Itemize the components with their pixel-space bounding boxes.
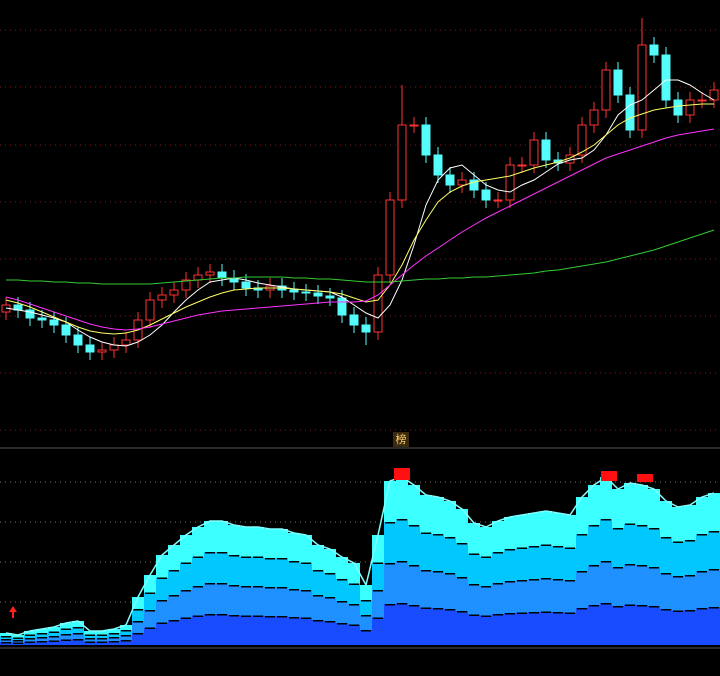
candle-body	[385, 199, 395, 276]
candle-body	[481, 189, 491, 201]
candle-body	[181, 279, 191, 291]
signal-marker	[394, 468, 410, 480]
candle-body	[73, 334, 83, 346]
candle-body	[61, 324, 71, 336]
candle-body	[673, 99, 683, 116]
candle-body	[421, 124, 431, 156]
candle-body	[121, 339, 131, 346]
area-layer	[0, 561, 720, 643]
signal-marker	[601, 471, 617, 481]
candle-body	[85, 344, 95, 353]
candle-body	[241, 281, 251, 289]
candle-body	[649, 44, 659, 56]
area-layer	[0, 519, 720, 640]
candle-body	[361, 324, 371, 333]
candle-body	[469, 179, 479, 191]
candle-body	[145, 299, 155, 321]
ma-line	[6, 229, 715, 285]
candle-body	[349, 314, 359, 326]
candle-body	[109, 344, 119, 351]
candle-body	[685, 99, 695, 116]
candle-body	[541, 139, 551, 161]
candle-body	[661, 54, 671, 101]
candle-body	[601, 69, 611, 111]
candle-body	[397, 124, 407, 201]
ma-line	[5, 79, 715, 347]
candle-body	[49, 319, 59, 326]
ma-line	[5, 128, 715, 331]
candle-body	[529, 139, 539, 166]
candle-body	[445, 174, 455, 186]
signal-marker	[637, 474, 653, 482]
candle-body	[433, 154, 443, 176]
candle-body	[289, 289, 299, 293]
candle-body	[493, 199, 503, 202]
candle-body	[169, 289, 179, 296]
candle-body	[577, 124, 587, 156]
candle-body	[697, 99, 707, 102]
candle-body	[517, 164, 527, 167]
badge-box	[393, 432, 409, 447]
candle-body	[193, 274, 203, 281]
candle-body	[313, 292, 323, 297]
candle-body	[25, 309, 35, 319]
candle-body	[589, 109, 599, 126]
area-outline	[5, 476, 715, 636]
candle-body	[97, 349, 107, 353]
candle-body	[217, 271, 227, 279]
candle-body	[613, 69, 623, 96]
candle-body	[337, 297, 347, 316]
candle-body	[301, 291, 311, 294]
signal-arrow	[9, 606, 17, 618]
candle-body	[637, 44, 647, 131]
candle-body	[505, 164, 515, 201]
candle-body	[457, 179, 467, 186]
area-layer	[0, 603, 720, 645]
candle-body	[325, 295, 335, 299]
candle-body	[157, 294, 167, 301]
area-layer	[0, 477, 720, 638]
candle-body	[625, 94, 635, 131]
badge: 榜	[396, 432, 407, 446]
ma-line	[5, 103, 714, 335]
candle-body	[205, 271, 215, 276]
candle-body	[409, 124, 419, 127]
candle-body	[373, 274, 383, 333]
candle-body	[37, 317, 47, 321]
